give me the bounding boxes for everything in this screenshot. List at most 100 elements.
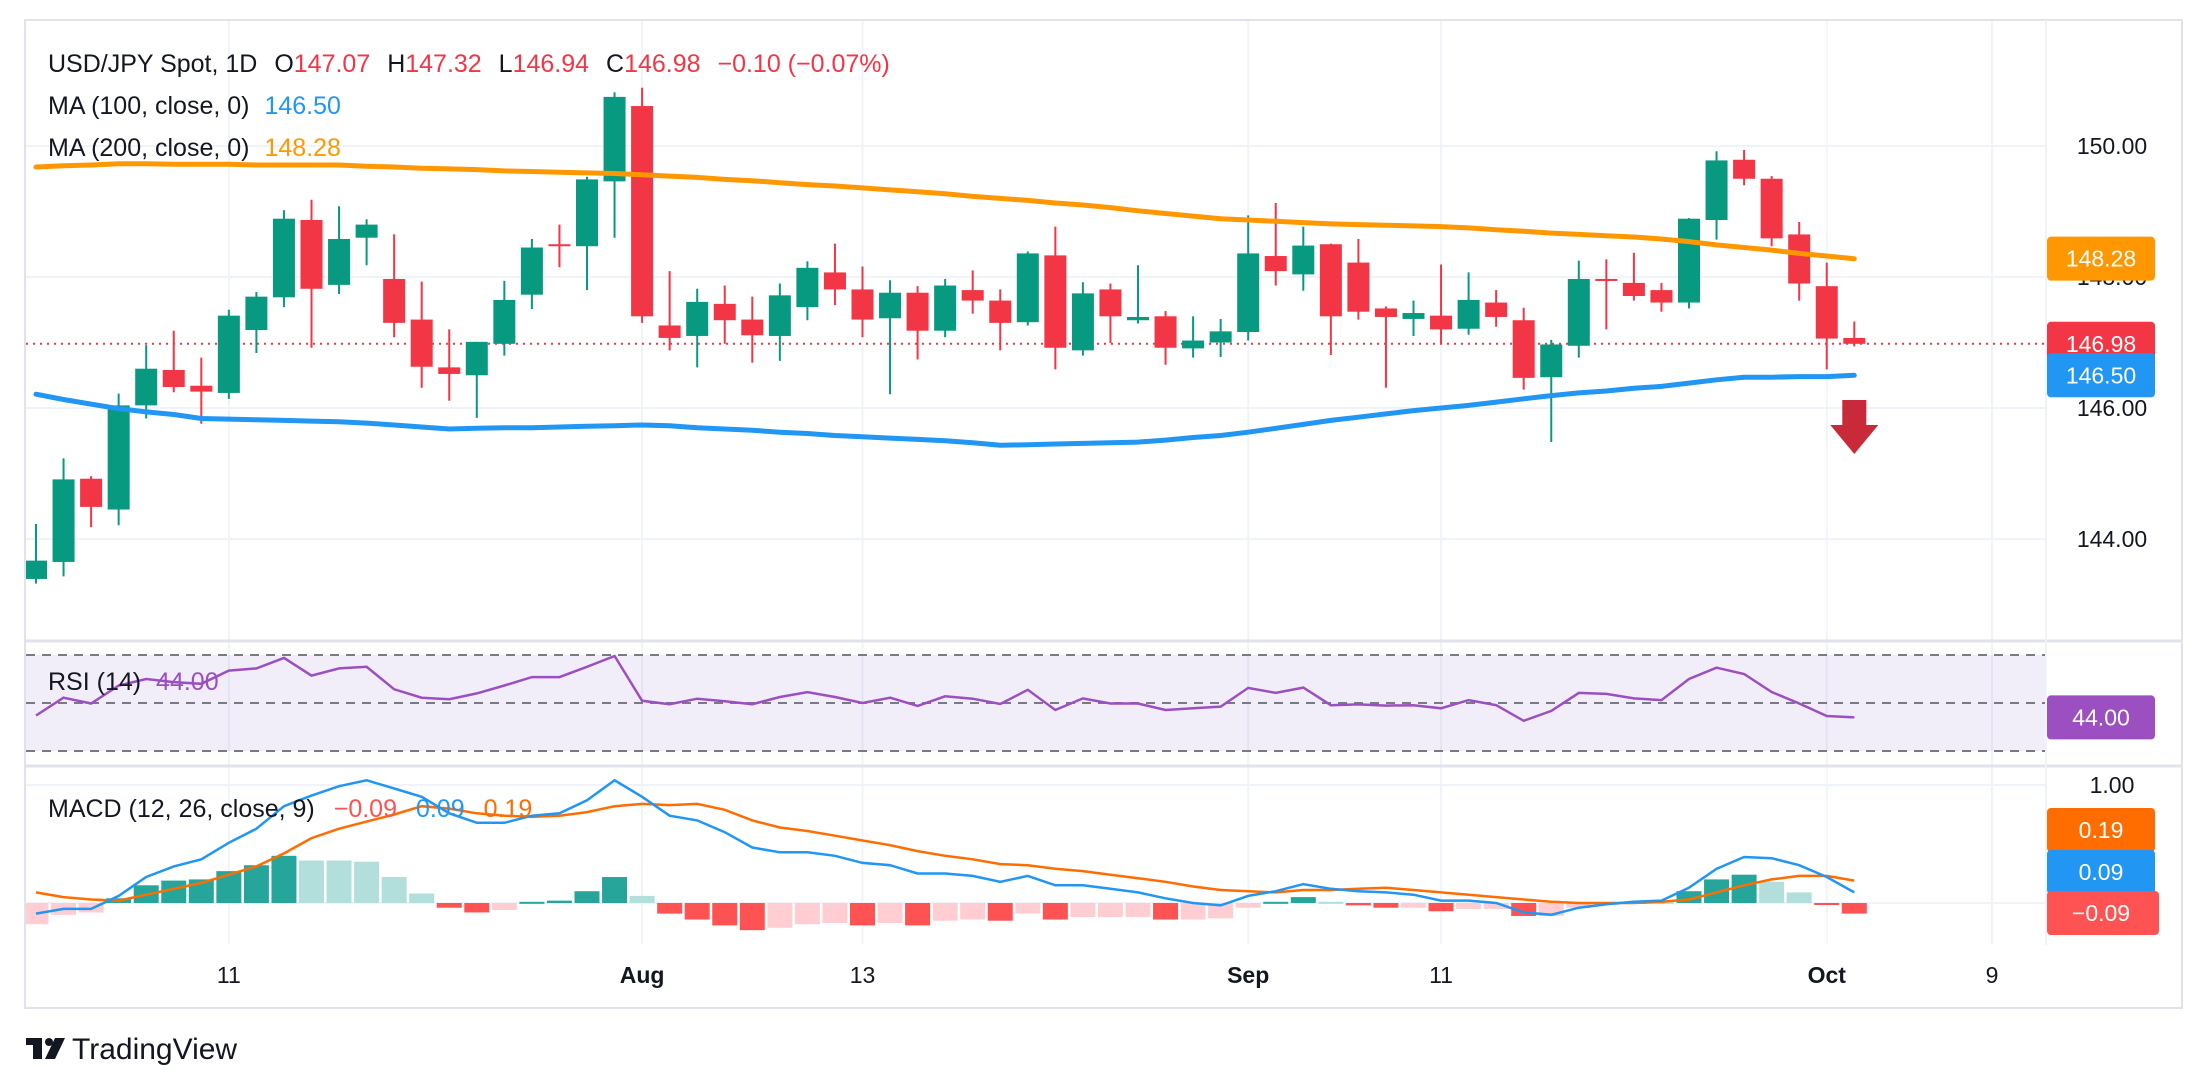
macd-label-text: −0.09 [2072,900,2130,926]
macd-histogram-bar [684,903,710,920]
price-tick-label: 150.00 [2077,133,2147,159]
candle [1622,252,1645,301]
candle-body [1485,302,1508,317]
candle [1099,283,1122,344]
candle-body [1264,256,1287,272]
candle-body [631,106,654,317]
macd-histogram-bar [381,877,407,903]
macd-label-text: 0.09 [2079,859,2124,885]
macd-histogram-bar [1373,903,1399,908]
candle-body [438,367,461,374]
candle-body [1237,253,1260,333]
candle [1595,259,1618,330]
change-value: −0.10 (−0.07%) [717,50,889,78]
macd-legend[interactable]: MACD (12, 26, close, 9) −0.09 0.09 0.19 [48,795,532,823]
time-axis[interactable]: 11 Aug 13 Sep 11 Oct 9 [217,962,1999,988]
price-axis[interactable]: 150.00148.00146.00144.00148.28146.98146.… [2047,133,2155,552]
candle-body [1650,290,1673,303]
macd-histogram-bar [326,860,352,903]
ma200-value: 148.28 [264,134,340,162]
close-value: 146.98 [624,50,700,78]
macd-histogram-bar [574,891,600,903]
macd-label-box [2047,891,2159,935]
candle [355,219,378,266]
candle [961,270,984,314]
time-tick-label: 9 [1986,962,1999,988]
candle-body [107,405,130,510]
candle-body [493,299,516,344]
candle-body [686,301,709,336]
candle-body [1099,289,1122,317]
candle-body [328,239,351,285]
candle [1430,264,1453,344]
macd-histogram-bar [1153,903,1179,920]
macd-histogram-bar [519,901,545,904]
candle-body [217,315,240,393]
candle [80,476,103,528]
candle-body [355,224,378,238]
candle [1319,243,1342,355]
macd-hist-value: −0.09 [334,795,397,823]
candle-body [1567,278,1590,346]
macd-histogram-bar [354,861,380,903]
candle [823,243,846,306]
open-value: 147.07 [294,50,370,78]
rsi-legend[interactable]: RSI (14) 44.00 [48,668,219,696]
macd-signal-line [35,802,1855,905]
candle [410,281,433,388]
candle-body [1016,253,1039,323]
ma100-line [33,372,1857,448]
candle-body [1457,299,1480,329]
candle-body [465,341,488,376]
macd-histogram-bar [1456,903,1482,909]
candle-body [1733,159,1756,179]
candle-body [1044,255,1067,348]
macd-histogram-bar [822,903,848,924]
candle [1154,311,1177,365]
time-tick-label: 13 [850,962,876,988]
macd-histogram-bar [491,903,517,911]
macd-histogram-bar [1676,891,1702,903]
candle [1457,272,1480,335]
candle [631,87,654,323]
candle [1512,307,1535,390]
candle-body [26,560,47,579]
macd-line-value: 0.09 [416,795,465,823]
candle [686,288,709,368]
candle-body [1540,344,1563,378]
tradingview-logo[interactable]: TradingView [26,1033,237,1066]
rsi-axis[interactable]: 44.00 [2047,695,2155,740]
candle [107,393,130,526]
rsi-label: RSI (14) [48,668,141,696]
macd-histogram-bar [1786,892,1812,903]
ma200-legend[interactable]: MA (200, close, 0) 148.28 [48,134,341,162]
price-label-148.28: 148.28 [2047,236,2155,281]
candle [465,341,488,418]
candle-body [576,179,598,247]
rsi-value: 44.00 [156,668,219,696]
candle [1402,300,1425,336]
symbol-legend[interactable]: USD/JPY Spot, 1D O147.07 H147.32 L146.94… [48,50,890,78]
macd-histogram-bar [1263,901,1289,904]
ma100-legend[interactable]: MA (100, close, 0) 146.50 [48,92,341,120]
price-tick-label: 144.00 [2077,526,2147,552]
candle [1540,339,1563,443]
low-label: L [499,50,513,78]
macd-histogram-bar [1401,903,1426,908]
candle [796,261,819,321]
candle-body [383,278,406,323]
macd-histogram-bar [464,903,490,913]
candle [383,234,406,338]
macd-axis[interactable]: 1.00 0.19 0.09 −0.09 [2047,772,2159,935]
candle [1788,221,1811,301]
price-label-text: 148.28 [2066,246,2136,272]
candle-body [1374,308,1397,317]
candle-body [851,289,874,320]
candle-body [1760,178,1783,239]
candle [520,239,543,310]
high-label: H [387,50,405,78]
candle [1292,226,1315,291]
candle-body [1209,331,1232,343]
candle-body [520,247,543,295]
